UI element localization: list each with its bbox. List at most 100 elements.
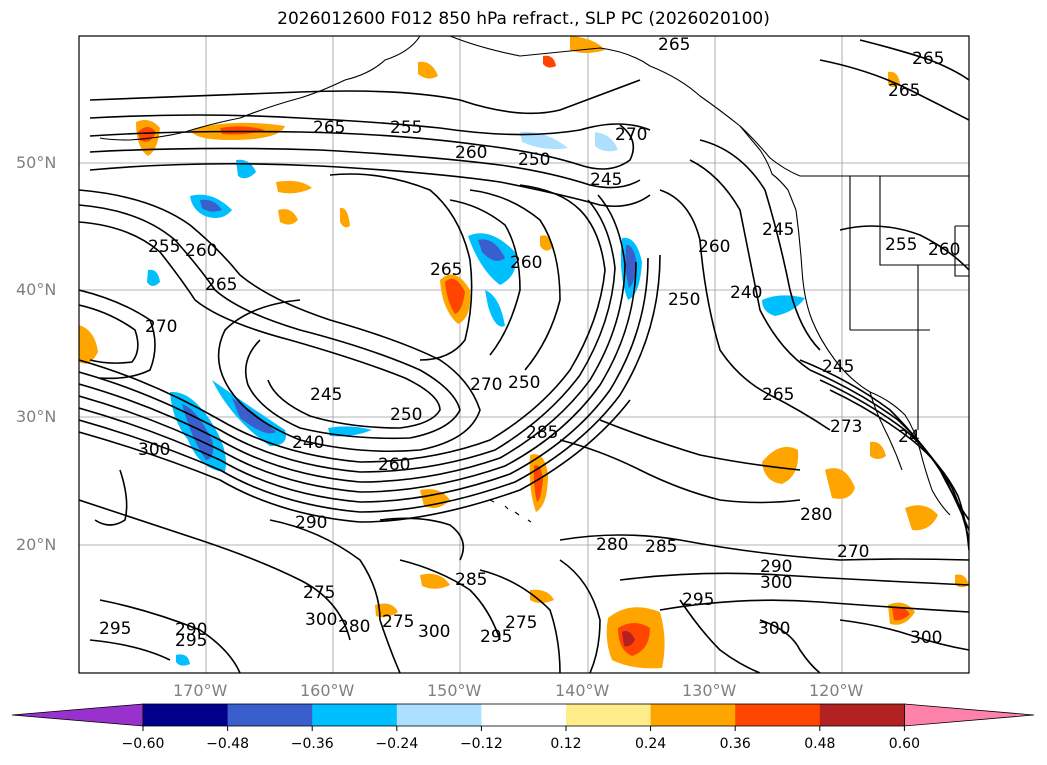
lat-label-40n: 40°N	[16, 280, 57, 299]
contour-small-2	[559, 439, 801, 504]
contour-coastal-3	[819, 379, 969, 541]
fill-patch-small-warm-j	[870, 441, 886, 459]
contour-jet-2	[79, 199, 616, 473]
contour-tropics-6	[679, 599, 761, 673]
contour-jet-5	[79, 257, 649, 503]
fill-patch-small-warm-h	[340, 207, 350, 228]
contour-label: 295	[682, 590, 714, 610]
contour-label: 275	[505, 613, 537, 633]
contour-label: 245	[822, 357, 854, 377]
contour-label: 265	[313, 118, 345, 138]
fill-patch-subtropic-cold-core	[182, 404, 214, 460]
contour-label: 245	[762, 220, 794, 240]
contour-west-pacific-1	[79, 289, 156, 380]
contour-cutoff-low-3	[79, 221, 441, 429]
contour-label: 24	[898, 427, 920, 447]
contour-label: 300	[138, 440, 170, 460]
fill-patch-small-warm-a	[276, 180, 312, 194]
chart-title: 2026012600 F012 850 hPa refract., SLP PC…	[277, 9, 770, 29]
contour-label: 295	[480, 627, 512, 647]
contour-label: 290	[295, 513, 327, 533]
refractivity-fill	[79, 36, 969, 669]
lon-label-150w: 150°W	[427, 681, 482, 700]
fill-patch-south-warm-core	[892, 606, 910, 621]
gulf-of-alaska-coast	[449, 36, 801, 177]
fill-patch-small-warm-d	[530, 589, 554, 603]
state-border-b	[879, 176, 969, 266]
contour-label: 260	[185, 241, 217, 261]
contour-label: 300	[418, 622, 450, 642]
lon-label-160w: 160°W	[300, 681, 355, 700]
slp-contours	[79, 39, 969, 673]
contour-cutoff-low-2	[79, 204, 461, 440]
contour-label: 290	[760, 557, 792, 577]
contour-west-pacific-2	[79, 304, 139, 364]
fill-patch-jet-cold-core	[625, 244, 637, 288]
contour-north-a	[89, 79, 641, 115]
contour-label: 240	[292, 433, 324, 453]
contour-label: 300	[910, 628, 942, 648]
colorbar-segment	[566, 704, 652, 726]
colorbar-outline	[142, 703, 905, 727]
fill-patch-small-cold-b	[147, 269, 160, 286]
contour-label: 240	[730, 283, 762, 303]
colorbar-tick-label: 0.36	[719, 736, 751, 752]
lon-label-140w: 140°W	[555, 681, 610, 700]
fill-patch-north-warm-b	[418, 61, 438, 79]
contour-coastal-4	[829, 389, 969, 551]
contour-tropics-8	[839, 619, 969, 651]
contour-tropics-2	[269, 519, 401, 673]
contour-cutoff-low-1	[79, 189, 481, 453]
contour-label: 280	[338, 617, 370, 637]
contour-label: 280	[800, 505, 832, 525]
contour-subtropic-high-3	[659, 599, 969, 613]
contour-label: 270	[470, 375, 502, 395]
contour-label: 300	[758, 619, 790, 639]
colorbar-tick-label: 0.48	[804, 736, 836, 752]
contour-jet-6	[79, 254, 661, 513]
contour-north-b	[89, 114, 651, 136]
fill-patch-small-warm-m	[543, 55, 556, 68]
fill-patch-midlat-warm-core	[445, 278, 465, 314]
state-border-a	[849, 176, 930, 331]
contour-small-1	[94, 469, 128, 526]
contour-label: 265	[658, 35, 690, 55]
colorbar-extend-high	[904, 703, 1035, 727]
contour-label: 275	[382, 612, 414, 632]
contour-label: 250	[518, 150, 550, 170]
contour-jet-7	[79, 399, 631, 523]
contour-small-6	[819, 59, 969, 121]
contour-label: 270	[615, 125, 647, 145]
contour-label: 295	[175, 631, 207, 651]
colorbar-tick-label: 0.60	[888, 736, 920, 752]
colorbar-tick-label: −0.48	[206, 736, 250, 752]
contour-label: 260	[698, 237, 730, 257]
colorbar-extend-low	[11, 703, 144, 727]
lon-label-130w: 130°W	[682, 681, 737, 700]
contour-label: 265	[912, 49, 944, 69]
contour-label: 273	[830, 417, 862, 437]
fill-patch-east-warm-c	[905, 505, 938, 531]
fill-patch-ne-pacific-cold	[762, 295, 805, 316]
contour-coastal-2	[809, 369, 969, 531]
state-border-d	[954, 225, 969, 277]
lon-label-120w: 120°W	[809, 681, 864, 700]
fill-patch-east-warm-a	[762, 446, 799, 484]
fill-patch-small-warm-b	[278, 209, 298, 225]
contour-label: 260	[928, 240, 960, 260]
fill-patch-alaska-cold-core	[200, 199, 222, 212]
contour-midlat-3	[469, 189, 561, 371]
contour-label: 280	[596, 535, 628, 555]
colorbar-tick-label: 0.12	[550, 736, 582, 752]
colorbar	[11, 703, 1035, 731]
contour-midlat-1	[329, 173, 473, 361]
fill-patch-midlat-cold-core	[478, 239, 505, 261]
contour-small-4	[379, 517, 465, 561]
contour-label: 300	[305, 610, 337, 630]
bc-coast	[739, 125, 797, 211]
contour-tropics-3	[399, 559, 501, 641]
contour-ne-pacific-1	[659, 189, 831, 431]
colorbar-segment	[143, 704, 229, 726]
colorbar-tick-label: −0.60	[121, 736, 165, 752]
coastlines	[99, 36, 969, 523]
